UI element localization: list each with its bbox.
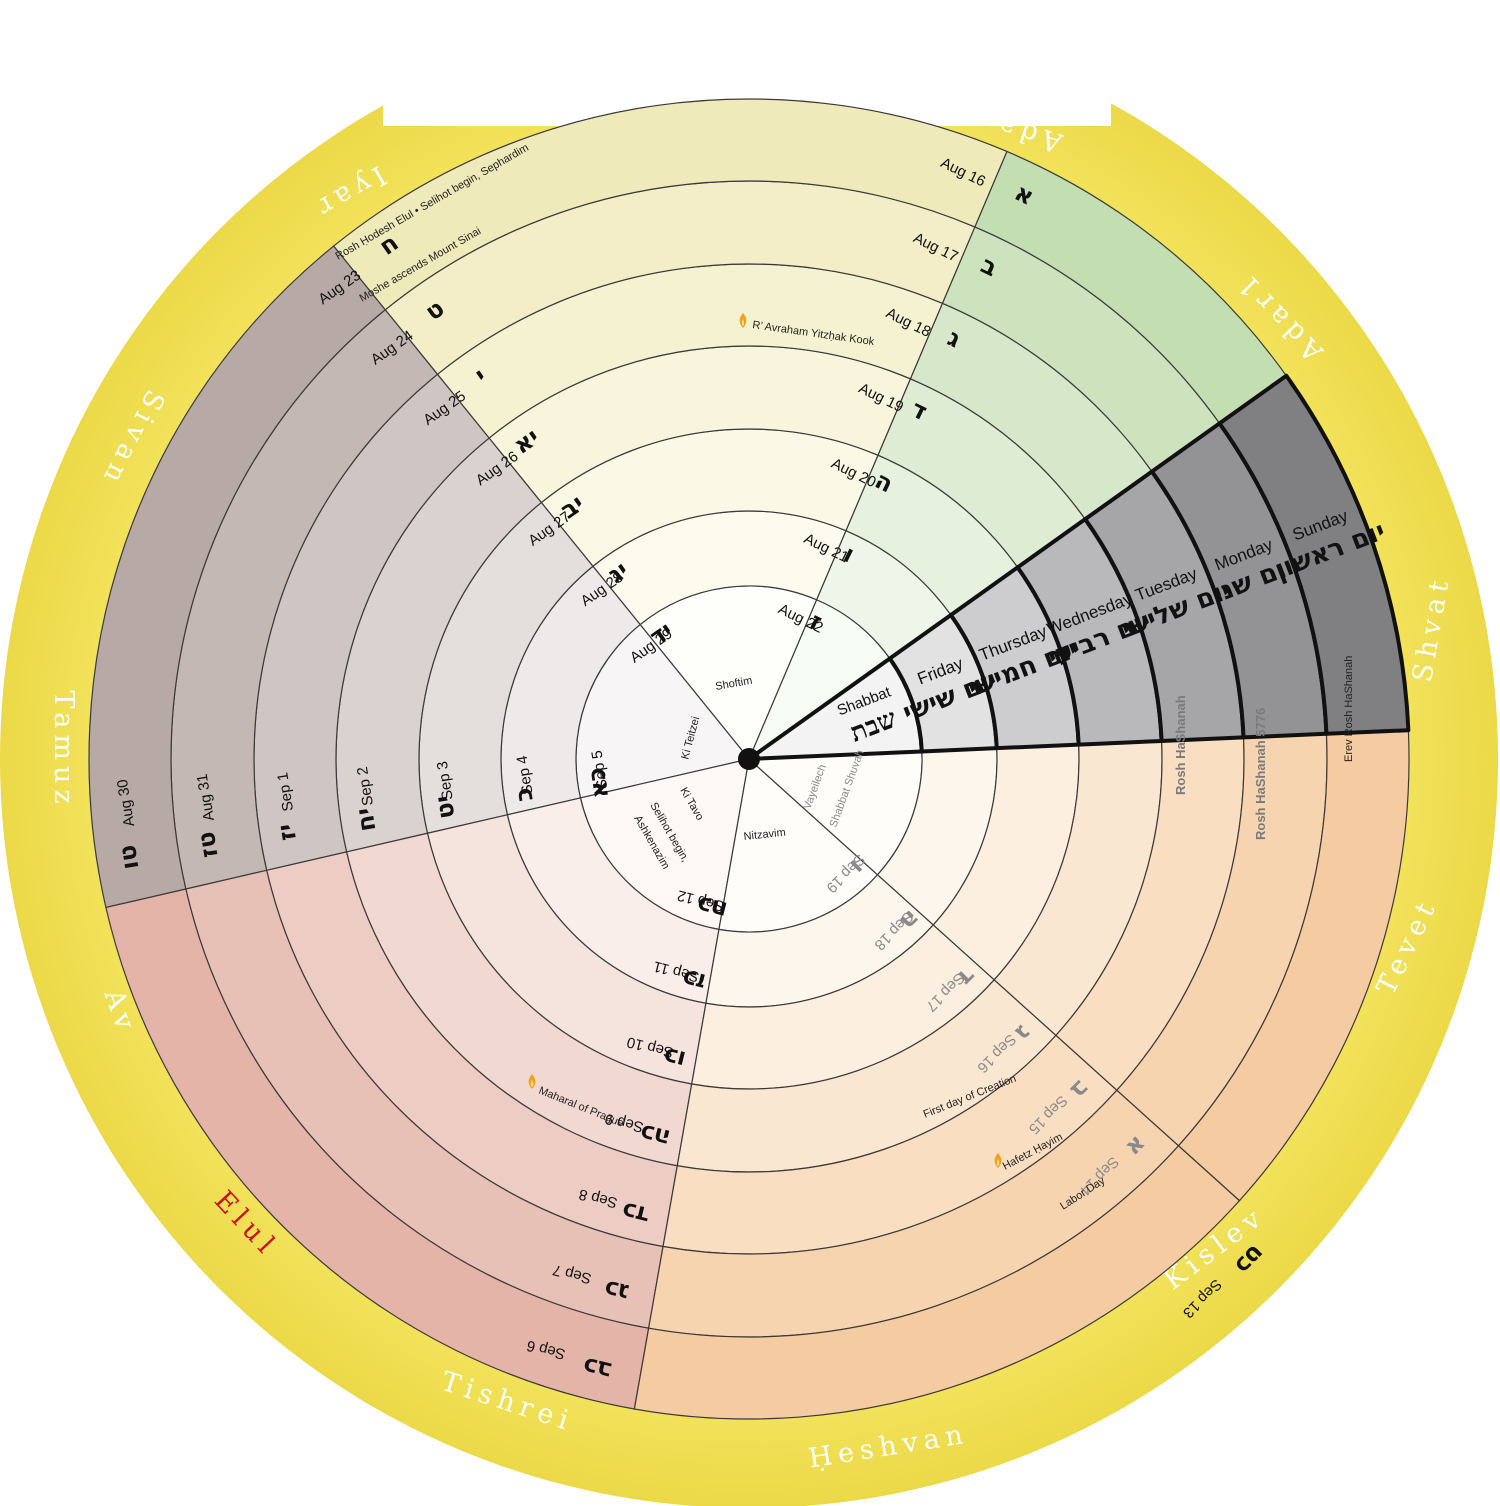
weekday-sector [747,373,1411,761]
center-hub [738,748,760,770]
week-3-hebrew-day: יח [350,806,381,834]
week-3-date: Sep 5 [588,749,611,790]
week-3-hebrew-day: טו [113,843,144,872]
note-erev-rh: Erev Rosh HaShanah [1343,656,1355,762]
note-rh: Rosh HaShanah [1173,695,1188,795]
candle-icon [528,1074,536,1089]
week-3-date: Sep 2 [354,766,377,807]
week-3-hebrew-day: יט [429,793,460,820]
week-3-date: Sep 3 [434,760,457,801]
month-tamuz: Tamuz [48,690,79,809]
week-3-hebrew-day: טז [192,830,224,860]
week-3-hebrew-day: כא [582,765,615,800]
week-4-hebrew-day: כד [619,1196,653,1230]
week-3-hebrew-day: יז [272,822,302,843]
note-rh-5776: Rosh HaShanah 5776 [1253,708,1268,840]
week-3-hebrew-day: כ [509,786,539,804]
note-nitzavim: Nitzavim [743,827,786,843]
week-3-date: Sep 4 [514,754,537,795]
week-4-hebrew-day: כב [580,1351,614,1385]
month-nisan: Nisan [600,65,710,96]
candle-icon [994,1153,1002,1168]
candle-icon [739,313,747,328]
weekday-band [1217,373,1411,736]
week-3-date: Sep 1 [274,771,297,812]
